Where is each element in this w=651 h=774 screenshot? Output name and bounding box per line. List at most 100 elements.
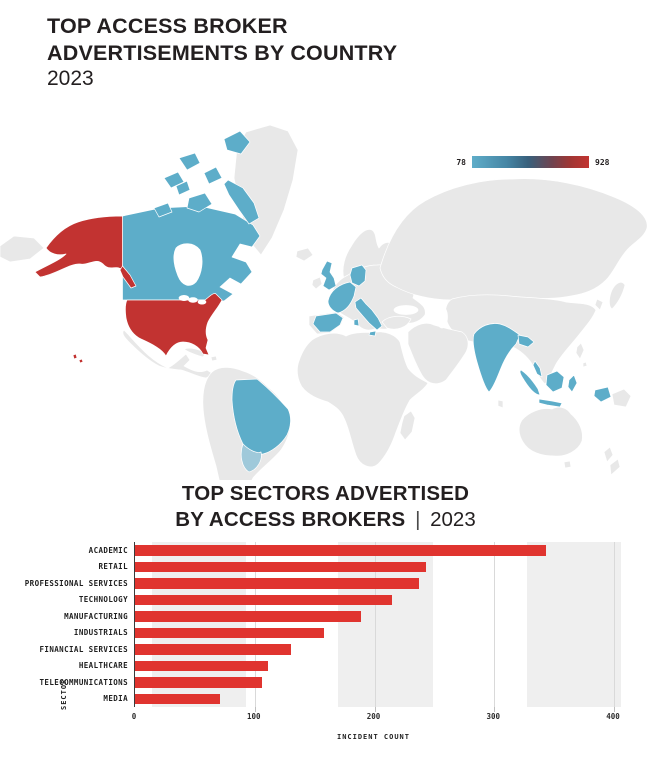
country-turkey: [381, 315, 412, 330]
gridline: [494, 542, 496, 707]
bar: [135, 578, 419, 589]
bar: [135, 660, 268, 671]
map-title-block: TOP ACCESS BROKER ADVERTISEMENTS BY COUN…: [47, 13, 397, 93]
plot-area: [134, 542, 622, 712]
country-indonesia-sulawesi: [567, 374, 578, 393]
great-lakes: [197, 299, 207, 305]
sector-bar-chart: SECTOR ACADEMIC RETAIL PROFESSIONAL SERVIC…: [0, 540, 651, 750]
country-united-states-alaska: [34, 215, 123, 278]
country-united-kingdom: [320, 260, 337, 291]
bar: [135, 693, 221, 704]
tick-mark: [254, 707, 256, 712]
country-sri-lanka: [497, 399, 504, 409]
x-tick-label: 300: [486, 712, 501, 721]
country-france: [327, 281, 357, 314]
country-united-states-hawaii: [72, 353, 78, 360]
country-hispaniola: [210, 355, 218, 362]
country-malaysia: [532, 360, 543, 378]
country-indonesia-borneo: [545, 370, 565, 393]
country-brazil-south-region: [240, 443, 262, 473]
map-title-year: 2023: [47, 67, 94, 90]
bar-row: [135, 575, 614, 592]
bar-category-label: HEALTHCARE: [78, 661, 128, 671]
map-title: TOP ACCESS BROKER ADVERTISEMENTS BY COUN…: [47, 13, 397, 66]
bar-category-label: PROFESSIONAL SERVICES: [24, 578, 128, 588]
chart-title-block: TOP SECTORS ADVERTISED BY ACCESS BROKERS…: [0, 481, 651, 533]
x-tick-label: 100: [246, 712, 261, 721]
country-india-northeast: [517, 334, 535, 348]
category-labels: ACADEMIC RETAIL PROFESSIONAL SERVICES TECHN…: [0, 542, 128, 707]
legend-max-label: 928: [595, 157, 610, 167]
country-new-zealand: [603, 446, 614, 463]
chart-title-line1: TOP SECTORS ADVERTISED: [181, 482, 470, 505]
country-ireland: [311, 276, 323, 290]
bar: [135, 611, 362, 622]
hudson-bay: [173, 243, 203, 286]
tick-mark: [614, 707, 615, 712]
country-africa: [296, 331, 429, 468]
country-germany: [349, 264, 367, 287]
bar: [135, 644, 291, 655]
x-tick-label: 400: [606, 712, 620, 721]
bar-category-label: RETAIL: [98, 562, 128, 572]
country-papua-new-guinea: [611, 388, 632, 408]
country-italy-sardinia: [353, 318, 360, 327]
map-title-line1: TOP ACCESS BROKER: [47, 14, 288, 38]
bar-row: [135, 559, 614, 576]
bar-category-label: FINANCIAL SERVICES: [39, 644, 128, 654]
bar: [135, 561, 426, 572]
bar-category-label: MEDIA: [103, 694, 128, 704]
country-india: [472, 323, 521, 393]
chart-title-line2: BY ACCESS BROKERS | 2023: [0, 507, 651, 533]
gridline: [374, 542, 376, 707]
gridline: [614, 542, 615, 707]
country-japan: [609, 281, 626, 310]
map-legend: 78 928: [442, 156, 619, 168]
country-canada-banks-island: [175, 180, 191, 196]
country-madagascar: [399, 410, 416, 441]
country-canada-baffin: [223, 179, 260, 225]
bar-row: [135, 592, 614, 609]
country-united-states-mainland: [124, 293, 223, 357]
country-canada-ellesmere: [223, 130, 251, 155]
country-australia: [518, 406, 583, 457]
bar: [135, 627, 325, 638]
bar-row: [135, 641, 614, 658]
bar: [135, 594, 393, 605]
bar-category-label: MANUFACTURING: [64, 611, 128, 621]
bar-row: [135, 542, 614, 559]
chart-title-year: 2023: [430, 508, 476, 531]
great-lakes: [188, 297, 198, 303]
country-indonesia-west-papua: [593, 386, 612, 403]
country-philippines: [582, 361, 588, 368]
country-canada-victoria-island: [186, 192, 213, 213]
bar-category-label: INDUSTRIALS: [73, 628, 128, 638]
map-title-line2: ADVERTISEMENTS BY COUNTRY: [47, 40, 398, 65]
legend-min-label: 78: [456, 157, 466, 167]
x-tick-label: 0: [131, 712, 137, 721]
country-italy: [354, 297, 383, 331]
legend-gradient-bar: [472, 156, 589, 168]
bars-container: [135, 542, 614, 707]
country-russia: [379, 178, 648, 301]
country-spain: [312, 312, 344, 333]
country-canada-arctic-island: [178, 152, 201, 171]
bar-row: [135, 625, 614, 642]
black-sea: [393, 305, 419, 315]
country-saudi-arabia: [407, 322, 469, 385]
country-new-zealand: [609, 458, 621, 476]
bar-row: [135, 608, 614, 625]
country-canada-arctic-island: [203, 166, 223, 185]
country-mexico: [122, 329, 214, 379]
chart-title-bold: BY ACCESS BROKERS: [175, 508, 406, 531]
caspian-sea: [436, 305, 448, 329]
country-indonesia-sumatra: [519, 369, 541, 396]
bar-row: [135, 691, 614, 708]
country-canada-arctic-island: [153, 202, 173, 218]
country-philippines: [575, 342, 585, 360]
great-lakes: [178, 295, 190, 301]
bar-category-label: TECHNOLOGY: [78, 595, 128, 605]
country-italy-sicily: [368, 330, 377, 337]
gridline: [254, 542, 256, 707]
